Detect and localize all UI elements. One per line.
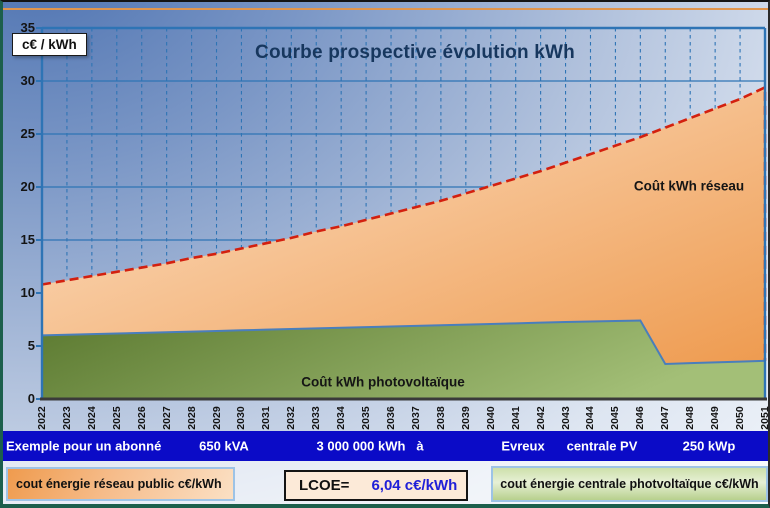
x-tick-label: 2026 <box>135 406 148 430</box>
info-bar-cell[interactable]: Evreux <box>501 438 545 454</box>
x-tick-label: 2043 <box>559 406 572 430</box>
x-tick-label: 2042 <box>534 406 547 430</box>
info-bar-cell[interactable]: 250 kWp <box>682 438 736 454</box>
x-tick-label: 2036 <box>385 406 398 430</box>
info-bar-cell[interactable]: 3 000 000 kWh <box>316 438 406 454</box>
series-label-photovoltaique: Coût kWh photovoltaïque <box>301 374 465 390</box>
chart-area[interactable]: c€ / kWh Courbe prospective évolution kW… <box>3 2 770 432</box>
lcoe-cell[interactable]: LCOE= 6,04 c€/kWh <box>284 470 468 501</box>
info-bar-cell[interactable]: centrale PV <box>566 438 638 454</box>
x-tick-label: 2033 <box>310 406 323 430</box>
x-tick-label: 2041 <box>509 406 522 430</box>
y-tick-label: 30 <box>20 73 35 88</box>
x-tick-label: 2047 <box>659 406 672 430</box>
x-tick-label: 2027 <box>160 406 173 430</box>
lcoe-label: LCOE= <box>299 477 350 494</box>
y-tick-label: 10 <box>20 285 35 300</box>
y-tick-label: 25 <box>20 126 35 141</box>
x-tick-label: 2050 <box>734 406 747 430</box>
x-tick-label: 2024 <box>85 406 98 430</box>
legend-photovoltaique-cell[interactable]: cout énergie centrale photvoltaïque c€/k… <box>491 466 768 502</box>
y-tick-label: 35 <box>20 20 35 35</box>
lcoe-value[interactable]: 6,04 c€/kWh <box>371 477 458 494</box>
chart-title: Courbe prospective évolution kWh <box>255 42 575 63</box>
x-tick-label: 2037 <box>409 406 422 430</box>
y-tick-label: 15 <box>20 232 35 247</box>
x-tick-label: 2040 <box>484 406 497 430</box>
series-label-reseau: Coût kWh réseau <box>633 178 745 194</box>
x-tick-label: 2035 <box>360 406 373 430</box>
info-bar-cell[interactable]: 650 kVA <box>199 438 249 454</box>
y-tick-label: 5 <box>27 338 35 353</box>
x-tick-label: 2051 <box>759 406 770 430</box>
x-tick-label: 2025 <box>110 406 123 430</box>
x-tick-label: 2038 <box>434 406 447 430</box>
y-tick-label: 0 <box>27 391 35 406</box>
x-tick-label: 2032 <box>285 406 298 430</box>
x-tick-label: 2022 <box>36 406 48 430</box>
x-tick-label: 2045 <box>609 406 622 430</box>
y-tick-label: 20 <box>20 179 35 194</box>
x-tick-label: 2034 <box>335 406 348 430</box>
x-tick-label: 2028 <box>185 406 198 430</box>
subscriber-info-bar: Exemple pour un abonné 650 kVA 3 000 000 k… <box>3 431 768 461</box>
x-tick-label: 2031 <box>260 406 273 430</box>
top-accent-line <box>3 8 768 10</box>
x-tick-label: 2029 <box>210 406 223 430</box>
plot-canvas <box>36 26 767 401</box>
info-bar-cell[interactable]: à <box>416 438 424 454</box>
info-bar-cell[interactable]: Exemple pour un abonné <box>6 438 162 454</box>
legend-reseau-cell[interactable]: cout énergie réseau public c€/kWh <box>6 467 235 501</box>
legend-photovoltaique-label: cout énergie centrale photvoltaïque c€/k… <box>500 477 759 491</box>
x-tick-label: 2044 <box>584 406 597 430</box>
x-tick-label: 2046 <box>634 406 647 430</box>
x-tick-label: 2048 <box>684 406 697 430</box>
x-tick-label: 2023 <box>60 406 73 430</box>
x-tick-label: 2039 <box>459 406 472 430</box>
y-axis-unit-label: c€ / kWh <box>12 33 87 56</box>
x-tick-label: 2030 <box>235 406 248 430</box>
legend-reseau-label: cout énergie réseau public c€/kWh <box>16 477 222 491</box>
x-tick-label: 2049 <box>709 406 722 430</box>
